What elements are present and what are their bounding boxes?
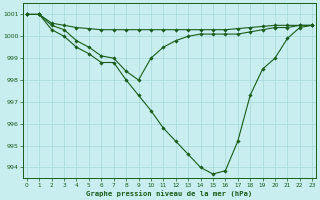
X-axis label: Graphe pression niveau de la mer (hPa): Graphe pression niveau de la mer (hPa): [86, 190, 253, 197]
